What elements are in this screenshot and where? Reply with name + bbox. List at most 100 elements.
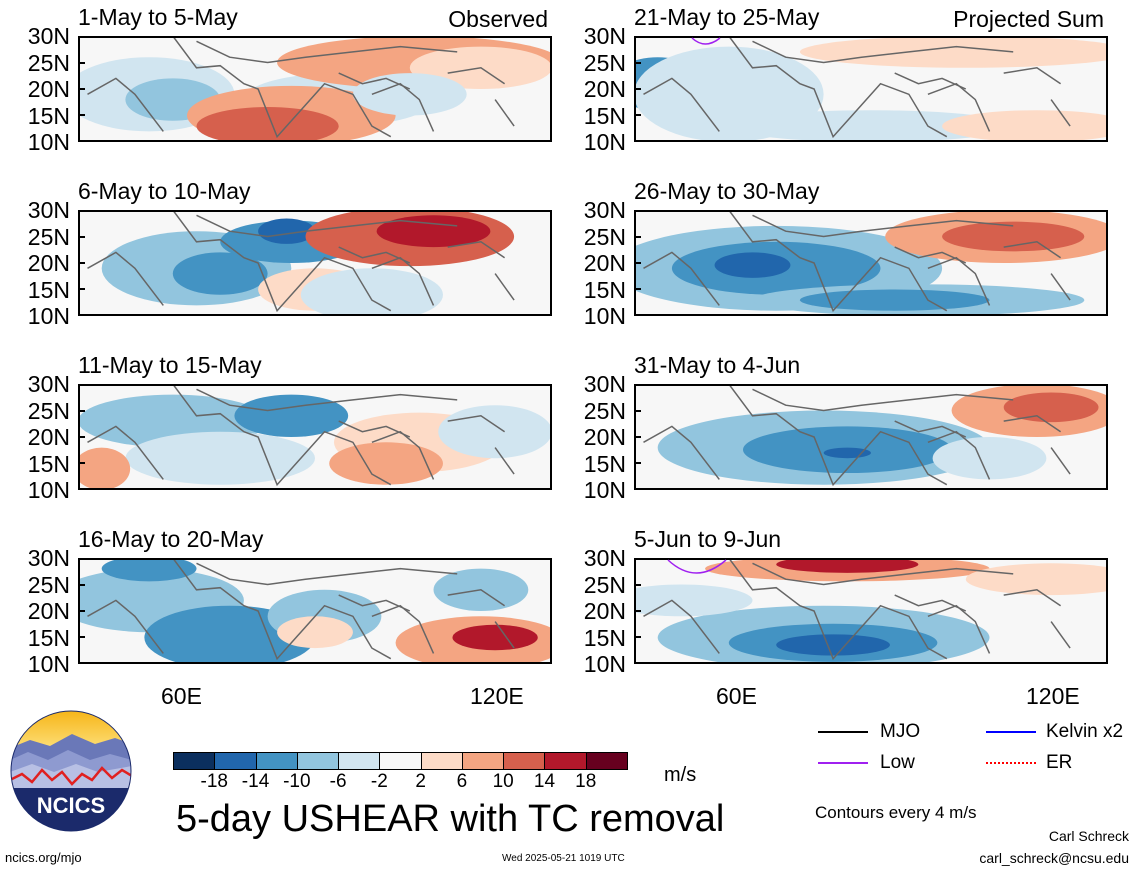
lat-label-left-2-1: 25N <box>27 397 70 424</box>
lat-label-right-1-2: 20N <box>583 250 626 276</box>
coastline <box>196 214 458 264</box>
lon-label-left-60e: 60E <box>161 683 202 709</box>
shading-blob <box>101 558 197 582</box>
lat-label-left-0-3: 15N <box>27 102 70 129</box>
colorbar-tick-label: 14 <box>533 771 556 792</box>
colorbar-tick-label: 18 <box>575 771 597 792</box>
coastline <box>643 384 948 487</box>
logo-text: NCICS <box>37 793 105 818</box>
lat-label-right-3-2: 20N <box>583 598 626 624</box>
shading-blob <box>438 405 552 459</box>
colorbar-tick-label: -14 <box>241 771 270 792</box>
panel-title-left-1: 6-May to 10-May <box>78 178 251 204</box>
shear-map-left-0 <box>78 36 552 142</box>
colorbar-swatch <box>173 752 216 770</box>
panel-title-left-3: 16-May to 20-May <box>78 526 264 552</box>
shading-blob <box>329 442 443 485</box>
ncics-logo: NCICS <box>10 710 132 832</box>
coastline <box>927 241 1071 306</box>
coastline <box>87 210 392 313</box>
coastline <box>752 40 1014 90</box>
lat-label-left-3-0: 30N <box>27 545 70 571</box>
colorbar-swatch <box>585 752 628 770</box>
contours-note: Contours every 4 m/s <box>815 803 977 822</box>
colorbar-swatch <box>461 752 505 770</box>
legend-er-label: ER <box>1046 752 1073 773</box>
shading-blob <box>196 107 339 142</box>
legend-mjo-line <box>818 731 868 733</box>
main-title: 5-day USHEAR with TC removal <box>176 798 725 840</box>
lat-label-right-2-3: 15N <box>583 450 626 477</box>
lat-label-left-1-0: 30N <box>27 197 70 223</box>
panel-tag-left-0: Observed <box>448 6 548 32</box>
shading-blob <box>172 252 268 295</box>
lat-label-left-0-2: 20N <box>27 76 70 102</box>
panel-title-right-1: 26-May to 30-May <box>634 178 820 204</box>
shading-blob <box>78 447 131 490</box>
lat-label-right-2-0: 30N <box>583 371 626 397</box>
colorbar-swatch <box>214 752 257 770</box>
coastline <box>87 558 392 661</box>
lat-label-left-1-1: 25N <box>27 223 70 250</box>
lat-label-left-0-1: 25N <box>27 49 70 76</box>
shading-blob <box>258 218 315 244</box>
coastline <box>752 388 1014 438</box>
colorbar-tick-label: -2 <box>370 771 388 792</box>
shading-blob <box>714 252 791 278</box>
lat-label-right-0-0: 30N <box>583 23 626 49</box>
lat-label-left-1-3: 15N <box>27 276 70 303</box>
legend-kelvin-label: Kelvin x2 <box>1046 721 1124 742</box>
coastline <box>643 558 948 661</box>
lat-label-left-3-4: 10N <box>27 651 70 677</box>
colorbar-swatch <box>255 752 298 770</box>
coastline <box>752 562 1014 612</box>
lat-label-left-3-3: 15N <box>27 624 70 651</box>
lon-label-left-120e: 120E <box>470 683 524 709</box>
map-panel-left-1 <box>78 210 552 316</box>
panel-title-right-0: 21-May to 25-May <box>634 4 820 30</box>
shading-blob <box>942 221 1085 252</box>
panel-title-left-0: 1-May to 5-May <box>78 4 238 30</box>
coastline <box>196 562 458 612</box>
footer-timestamp: Wed 2025-05-21 1019 UTC <box>502 853 625 864</box>
lat-label-left-3-2: 20N <box>27 598 70 624</box>
lat-label-right-0-3: 15N <box>583 102 626 129</box>
map-panel-right-1 <box>634 210 1108 316</box>
shear-map-left-1 <box>78 210 552 316</box>
footer-email[interactable]: carl_schreck@ncsu.edu <box>979 850 1129 866</box>
colorbar-tick-label: -10 <box>283 771 311 792</box>
footer-url[interactable]: ncics.org/mjo <box>5 850 82 865</box>
shading-blob <box>799 36 1108 68</box>
lat-label-right-0-4: 10N <box>583 129 626 155</box>
coastline <box>87 384 392 487</box>
colorbar-swatch <box>503 752 546 770</box>
shear-map-left-3 <box>78 558 552 664</box>
shear-map-right-0 <box>634 36 1108 142</box>
coastline <box>371 241 515 306</box>
map-panel-right-3 <box>634 558 1108 664</box>
lat-label-left-0-0: 30N <box>27 23 70 49</box>
lat-label-left-2-4: 10N <box>27 477 70 503</box>
coastline <box>371 589 515 654</box>
shading-blob <box>776 558 919 573</box>
colorbar-tick-label: 10 <box>492 771 514 792</box>
panel-title-right-3: 5-Jun to 9-Jun <box>634 526 782 552</box>
lat-label-left-2-2: 20N <box>27 424 70 450</box>
coastline <box>752 214 1014 264</box>
lat-label-right-0-1: 25N <box>583 49 626 76</box>
colorbar-tick-label: -6 <box>329 771 347 792</box>
lat-label-left-3-1: 25N <box>27 571 70 598</box>
coastline <box>371 415 515 480</box>
lat-label-right-3-1: 25N <box>583 571 626 598</box>
colorbar-tick-label: -18 <box>200 771 228 792</box>
lat-label-right-2-4: 10N <box>583 477 626 503</box>
shading-blob <box>1003 392 1099 423</box>
shading-blob <box>634 584 753 617</box>
footer-author: Carl Schreck <box>1048 828 1129 844</box>
colorbar-tick-label: 6 <box>456 771 468 792</box>
shading-blob <box>965 563 1108 596</box>
map-panel-left-0 <box>78 36 552 142</box>
lon-label-right-120e: 120E <box>1026 683 1080 709</box>
colorbar-swatch <box>338 752 381 770</box>
lat-label-left-2-3: 15N <box>27 450 70 477</box>
